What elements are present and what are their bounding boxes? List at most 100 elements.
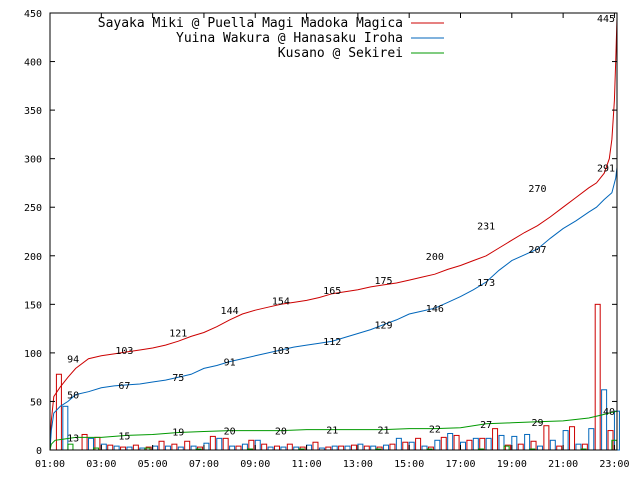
bar-0: [440, 436, 447, 451]
data-label: 91: [224, 358, 236, 369]
data-label: 75: [172, 373, 184, 384]
bar-1: [229, 445, 236, 451]
data-label: 27: [480, 420, 492, 431]
bar-0: [158, 440, 165, 451]
series-line-1: [49, 167, 618, 451]
y-tick-label: 50: [30, 397, 42, 408]
bar-1: [370, 445, 377, 451]
data-label: 129: [374, 321, 392, 332]
y-tick-label: 250: [24, 203, 42, 214]
data-label: 200: [426, 252, 444, 263]
bar-1: [485, 437, 492, 451]
legend-label: Kusano @ Sekirei: [278, 46, 403, 61]
data-label: 19: [172, 428, 184, 439]
legend: Sayaka Miki @ Puella Magi Madoka MagicaY…: [98, 16, 444, 61]
data-label: 146: [426, 304, 444, 315]
y-tick-label: 200: [24, 252, 42, 263]
x-tick-label: 03:00: [86, 459, 116, 470]
x-tick-label: 09:00: [240, 459, 270, 470]
data-label: 270: [528, 184, 546, 195]
y-tick-label: 100: [24, 349, 42, 360]
x-tick-label: 05:00: [138, 459, 168, 470]
bar-1: [549, 439, 556, 451]
data-label: 154: [272, 296, 290, 307]
bar-1: [164, 445, 171, 451]
bar-0: [569, 426, 576, 451]
x-tick-label: 19:00: [497, 459, 527, 470]
series-line-0: [49, 17, 618, 451]
data-label: 50: [67, 391, 79, 402]
data-label: 21: [378, 426, 390, 437]
lines-layer: [49, 17, 618, 451]
data-label: 144: [221, 306, 239, 317]
bar-1: [100, 443, 107, 451]
x-tick-label: 07:00: [189, 459, 219, 470]
data-label: 231: [477, 222, 495, 233]
bar-2: [503, 445, 510, 451]
data-label: 173: [477, 278, 495, 289]
bar-1: [254, 439, 261, 451]
bar-1: [588, 428, 595, 451]
bar-1: [575, 443, 582, 451]
bar-1: [344, 445, 351, 451]
y-tick-label: 150: [24, 300, 42, 311]
bar-1: [152, 445, 159, 451]
x-tick-label: 15:00: [394, 459, 424, 470]
bar-1: [524, 433, 531, 451]
bar-0: [402, 441, 409, 451]
bar-1: [459, 441, 466, 451]
bar-1: [383, 444, 390, 451]
bar-0: [171, 443, 178, 451]
bar-0: [132, 444, 139, 451]
bar-0: [594, 303, 601, 451]
bar-1: [408, 441, 415, 451]
bar-0: [543, 425, 550, 451]
bar-1: [203, 442, 210, 451]
bar-1: [306, 444, 313, 451]
data-label: 20: [275, 427, 287, 438]
legend-label: Sayaka Miki @ Puella Magi Madoka Magica: [98, 16, 403, 31]
data-label: 165: [323, 286, 341, 297]
bar-0: [184, 440, 191, 451]
bar-0: [222, 437, 229, 451]
data-label: 103: [272, 346, 290, 357]
x-tick-label: 17:00: [445, 459, 475, 470]
data-label: 207: [528, 245, 546, 256]
y-tick-label: 0: [36, 446, 42, 457]
data-label: 291: [597, 163, 615, 174]
bar-0: [81, 433, 88, 451]
bar-0: [286, 443, 293, 451]
bar-0: [338, 445, 345, 451]
bar-1: [447, 432, 454, 451]
x-tick-label: 11:00: [292, 459, 322, 470]
bar-0: [389, 443, 396, 451]
y-tick-label: 350: [24, 106, 42, 117]
bar-1: [434, 439, 441, 451]
bar-1: [113, 445, 120, 451]
bar-0: [492, 428, 499, 451]
bar-1: [511, 435, 518, 451]
bar-0: [235, 445, 242, 451]
bar-1: [190, 445, 197, 451]
bar-0: [453, 434, 460, 451]
data-label: 121: [169, 328, 187, 339]
bar-0: [350, 444, 357, 451]
bar-1: [536, 445, 543, 451]
x-tick-label: 23:00: [599, 459, 629, 470]
bar-1: [357, 443, 364, 451]
bar-0: [466, 439, 473, 451]
bar-0: [479, 437, 486, 451]
data-label: 445: [597, 14, 615, 25]
data-label: 29: [531, 418, 543, 429]
bar-1: [87, 437, 94, 451]
series-line-2: [49, 410, 618, 451]
data-label: 103: [115, 346, 133, 357]
data-label: 15: [118, 431, 130, 442]
bar-1: [395, 437, 402, 451]
data-label: 175: [374, 276, 392, 287]
bar-1: [216, 437, 223, 451]
bar-0: [312, 441, 319, 451]
bar-0: [363, 445, 370, 451]
bar-0: [517, 443, 524, 451]
